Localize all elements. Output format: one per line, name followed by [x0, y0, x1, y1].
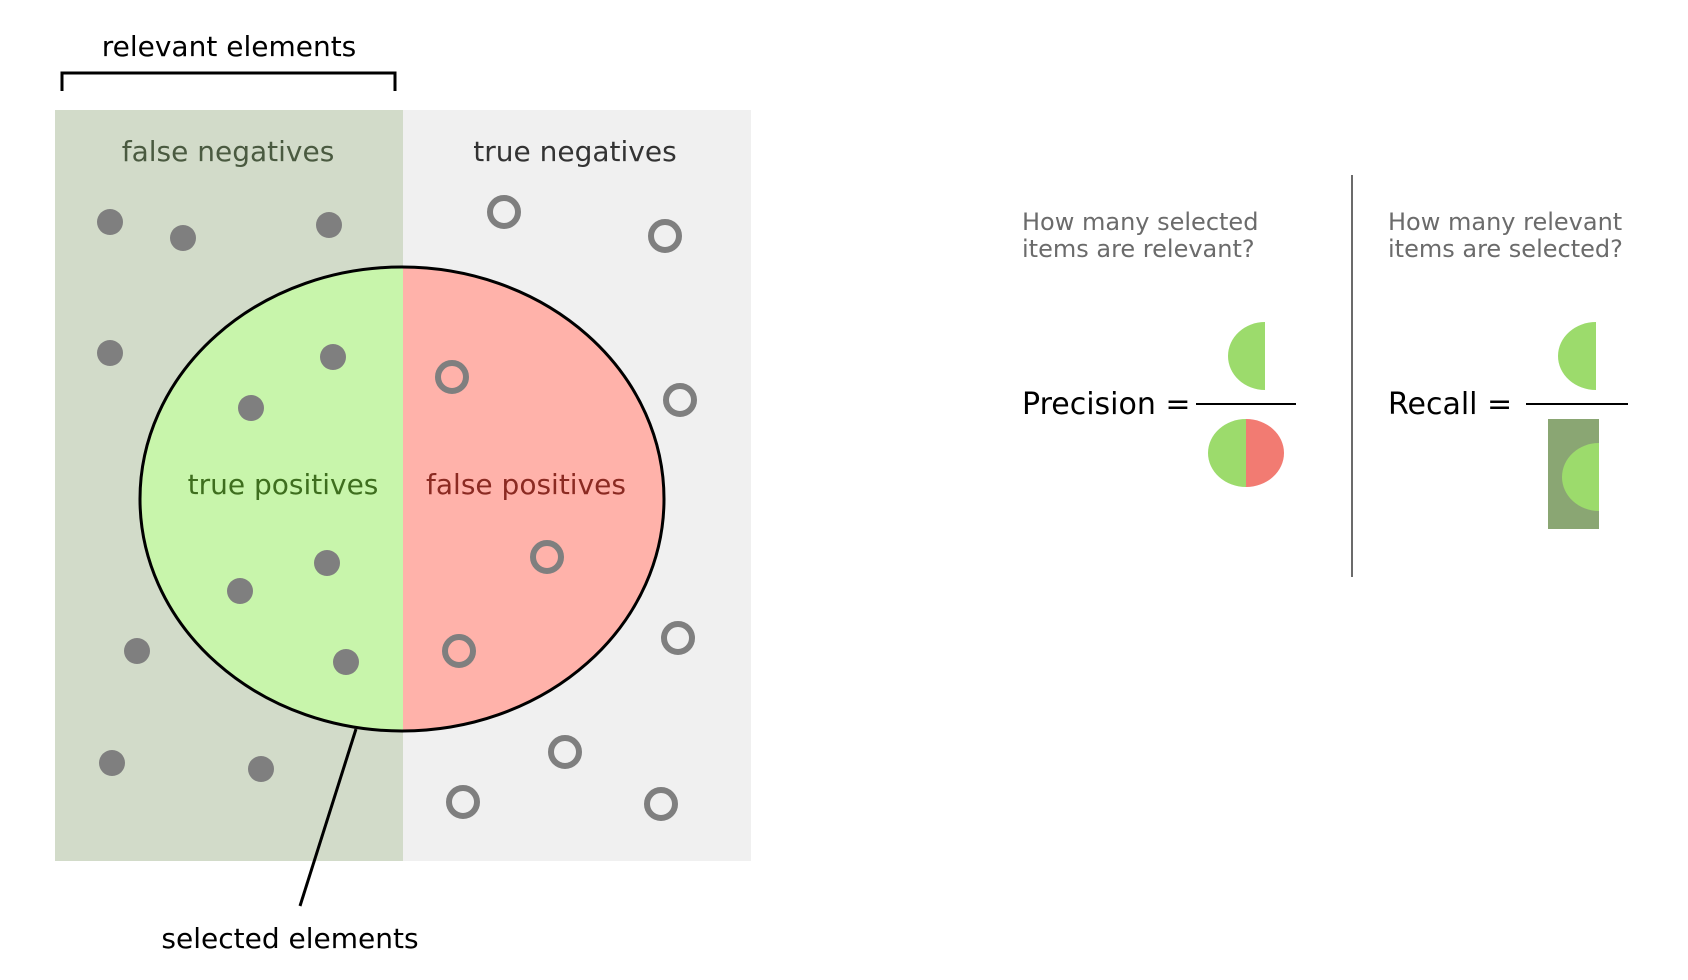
- non-relevant-ring: [663, 383, 697, 417]
- precision-question-line1: How many selected: [1022, 208, 1258, 236]
- precision-denominator-green-half: [1208, 419, 1246, 487]
- non-relevant-rings: [435, 195, 697, 821]
- recall-numerator-icon: [1558, 322, 1596, 390]
- relevant-dot: [248, 756, 274, 782]
- false-negatives-label: false negatives: [122, 135, 335, 168]
- non-relevant-ring: [644, 787, 678, 821]
- non-relevant-ring: [442, 634, 476, 668]
- non-relevant-ring: [661, 621, 695, 655]
- precision-numerator-icon: [1228, 322, 1265, 390]
- non-relevant-ring: [435, 360, 469, 394]
- non-relevant-ring: [548, 735, 582, 769]
- relevant-dot: [333, 649, 359, 675]
- precision-question-line2: items are relevant?: [1022, 235, 1255, 263]
- relevant-bracket: [60, 71, 397, 91]
- precision-denominator-red-half: [1246, 419, 1284, 487]
- relevant-dot: [320, 344, 346, 370]
- relevant-dot: [97, 340, 123, 366]
- selected-elements-label: selected elements: [161, 922, 418, 955]
- relevant-dots: [97, 209, 359, 782]
- non-relevant-ring: [648, 219, 682, 253]
- relevant-dot: [314, 550, 340, 576]
- relevant-elements-label: relevant elements: [102, 30, 357, 63]
- non-relevant-ring: [530, 540, 564, 574]
- recall-question-line2: items are selected?: [1388, 235, 1623, 263]
- relevant-dot: [170, 225, 196, 251]
- recall-denominator-inner: [1562, 443, 1599, 511]
- relevant-dot: [124, 638, 150, 664]
- false-positives-label: false positives: [426, 468, 626, 501]
- relevant-dot: [227, 578, 253, 604]
- recall-denominator-green-half: [1562, 443, 1599, 511]
- true-positives-label: true positives: [188, 468, 379, 501]
- recall-label: Recall =: [1388, 387, 1512, 422]
- true-negatives-label: true negatives: [473, 135, 676, 168]
- selected-ellipse-outline: [138, 265, 666, 733]
- non-relevant-ring: [487, 195, 521, 229]
- relevant-dot: [238, 395, 264, 421]
- precision-label: Precision =: [1022, 387, 1191, 422]
- relevant-dot: [97, 209, 123, 235]
- non-relevant-ring: [446, 785, 480, 819]
- relevant-dot: [316, 212, 342, 238]
- recall-question-line1: How many relevant: [1388, 208, 1622, 236]
- selected-pointer-line: [298, 728, 358, 907]
- relevant-dot: [99, 750, 125, 776]
